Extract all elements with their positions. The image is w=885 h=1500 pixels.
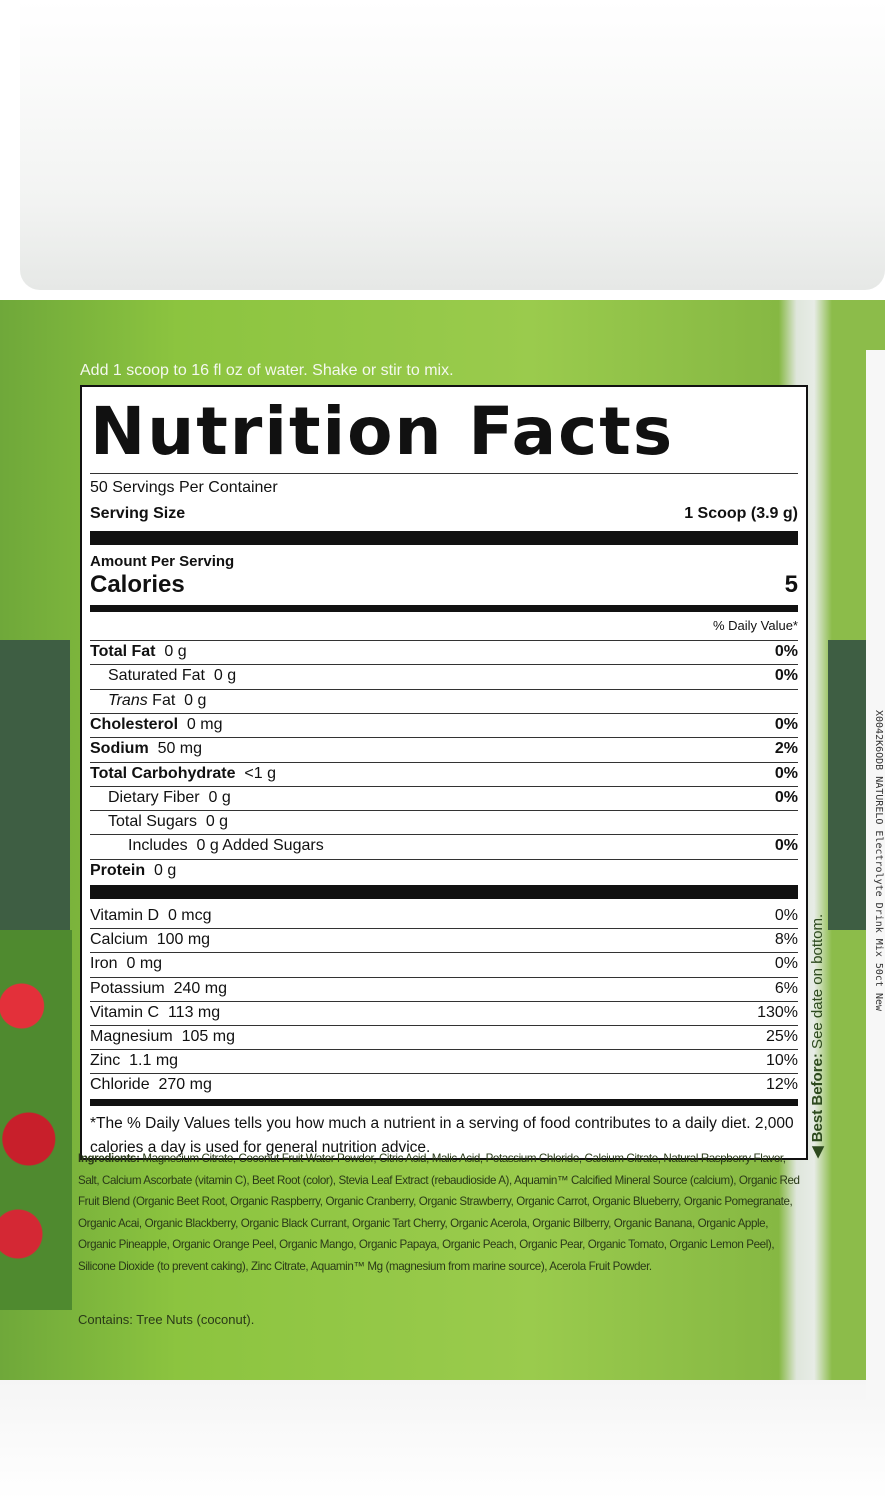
nutrient-amount: 50 mg xyxy=(157,740,203,758)
nutrient-row: Saturated Fat 0 g 0% xyxy=(90,667,798,685)
vitamin-row: Calcium 100 mg 8% xyxy=(90,931,798,949)
nutrient-amount: 0 mg xyxy=(186,715,223,733)
nutrient-name: Includes xyxy=(128,837,188,855)
nutrient-dv: 0% xyxy=(774,764,798,782)
nutrient-amount: 0 g xyxy=(154,861,177,879)
vitamin-dv: 6% xyxy=(774,979,798,997)
vitamin-name: Potassium xyxy=(90,979,165,997)
vitamin-name: Calcium xyxy=(90,931,148,949)
nutrient-amount: 0 g Added Sugars xyxy=(196,837,324,855)
brand-panel xyxy=(0,640,70,930)
directions: Add 1 scoop to 16 fl oz of water. Shake … xyxy=(80,362,454,379)
nutrition-facts-panel: Nutrition Facts 50 Servings Per Containe… xyxy=(80,385,808,1160)
nutrient-amount: 0 g xyxy=(213,667,237,685)
best-before-label: ◀ Best Before: xyxy=(809,1053,826,1158)
nutrient-amount: 0 g xyxy=(205,813,229,831)
calories-value: 5 xyxy=(784,571,798,598)
vitamin-amount: 240 mg xyxy=(173,979,227,997)
amount-per-serving: Amount Per Serving xyxy=(90,553,235,570)
nutrient-name: Total Fat xyxy=(90,643,156,660)
vitamin-row: Zinc 1.1 mg 10% xyxy=(90,1052,798,1070)
vitamin-row: Potassium 240 mg 6% xyxy=(90,980,798,998)
nutrition-facts-title: Nutrition Facts xyxy=(90,393,675,470)
nutrient-row: Sodium 50 mg 2% xyxy=(90,740,798,758)
nutrient-amount: <1 g xyxy=(244,764,276,782)
vitamin-row: Vitamin D 0 mcg 0% xyxy=(90,907,798,925)
jar-lid xyxy=(20,0,885,290)
best-before: ◀ Best Before: See date on bottom. xyxy=(808,914,826,1158)
vitamin-amount: 113 mg xyxy=(167,1003,221,1021)
nutrient-name: Protein xyxy=(90,861,146,879)
vitamin-dv: 25% xyxy=(765,1028,798,1045)
calories-label: Calories xyxy=(90,571,185,598)
vitamin-dv: 10% xyxy=(765,1052,798,1070)
vitamin-dv: 0% xyxy=(774,955,798,973)
side-panel xyxy=(828,640,868,930)
nutrient-dv: 2% xyxy=(774,740,798,758)
barcode-sticker: X0042K6ODB NATURELO Electrolyte Drink Mi… xyxy=(866,350,885,1400)
vitamin-row: Chloride 270 mg 12% xyxy=(90,1076,798,1094)
nutrient-dv: 0% xyxy=(774,643,798,660)
daily-value-header: % Daily Value* xyxy=(712,618,798,633)
vitamin-name: Vitamin C xyxy=(90,1003,160,1021)
ingredients-label: Ingredients: xyxy=(78,1152,140,1165)
nutrient-name: Saturated Fat xyxy=(108,667,205,685)
vitamin-amount: 105 mg xyxy=(181,1028,235,1045)
nutrient-amount: 0 g xyxy=(184,691,207,709)
vitamin-name: Vitamin D xyxy=(90,907,160,924)
vitamin-name: Magnesium xyxy=(90,1028,173,1045)
strawberry-image xyxy=(0,930,72,1310)
servings-per-container: 50 Servings Per Container xyxy=(90,479,278,496)
footnote: *The % Daily Values tells you how much a… xyxy=(90,1115,794,1156)
nutrient-row: Trans Fat 0 g xyxy=(90,692,798,710)
nutrient-row: Cholesterol 0 mg 0% xyxy=(90,716,798,734)
nutrient-row: Total Sugars 0 g xyxy=(90,813,798,831)
nutrient-dv: 0% xyxy=(774,715,798,733)
ingredients: Ingredients: Magnesium Citrate, Coconut … xyxy=(78,1148,803,1277)
vitamin-name: Chloride xyxy=(90,1076,150,1094)
vitamin-amount: 0 mcg xyxy=(167,907,212,924)
nutrient-name: Total Carbohydrate xyxy=(90,764,236,782)
vitamin-dv: 0% xyxy=(774,907,798,924)
nutrient-name: Trans Fat xyxy=(108,691,176,709)
nutrient-row: Includes 0 g Added Sugars 0% xyxy=(90,837,798,855)
vitamin-amount: 0 mg xyxy=(126,955,163,973)
vitamin-amount: 1.1 mg xyxy=(129,1052,179,1070)
serving-size-value: 1 Scoop (3.9 g) xyxy=(684,505,798,522)
vitamin-dv: 8% xyxy=(774,931,798,949)
ingredients-list: Magnesium Citrate, Coconut Fruit Water P… xyxy=(78,1152,800,1273)
nutrient-dv: 0% xyxy=(774,837,798,855)
serving-size-label: Serving Size xyxy=(90,505,186,522)
nutrient-row: Dietary Fiber 0 g 0% xyxy=(90,789,798,807)
allergen-statement: Contains: Tree Nuts (coconut). xyxy=(78,1312,255,1327)
vitamin-dv: 130% xyxy=(757,1003,798,1021)
vitamin-amount: 270 mg xyxy=(158,1076,212,1094)
vitamin-amount: 100 mg xyxy=(156,931,211,949)
nutrient-amount: 0 g xyxy=(164,643,187,660)
nutrient-name: Cholesterol xyxy=(90,715,179,733)
nutrient-name: Sodium xyxy=(90,740,149,758)
nutrient-dv: 0% xyxy=(774,788,798,806)
nutrient-row: Total Fat 0 g 0% xyxy=(90,643,798,661)
vitamin-row: Vitamin C 113 mg 130% xyxy=(90,1004,798,1022)
nutrient-name: Dietary Fiber xyxy=(108,788,200,806)
nutrient-dv: 0% xyxy=(774,667,798,685)
vitamin-row: Magnesium 105 mg 25% xyxy=(90,1028,798,1046)
nutrient-row: Protein 0 g xyxy=(90,862,798,880)
nutrient-row: Total Carbohydrate <1 g 0% xyxy=(90,765,798,783)
jar-bottom xyxy=(0,1380,885,1500)
vitamin-name: Iron xyxy=(90,955,118,973)
nutrient-amount: 0 g xyxy=(208,788,231,806)
vitamin-dv: 12% xyxy=(765,1076,798,1094)
best-before-value: See date on bottom. xyxy=(809,913,826,1049)
vitamin-name: Zinc xyxy=(90,1052,121,1070)
nutrient-name: Total Sugars xyxy=(108,813,197,831)
vitamin-row: Iron 0 mg 0% xyxy=(90,955,798,973)
barcode-text: X0042K6ODB NATURELO Electrolyte Drink Mi… xyxy=(873,710,884,1012)
